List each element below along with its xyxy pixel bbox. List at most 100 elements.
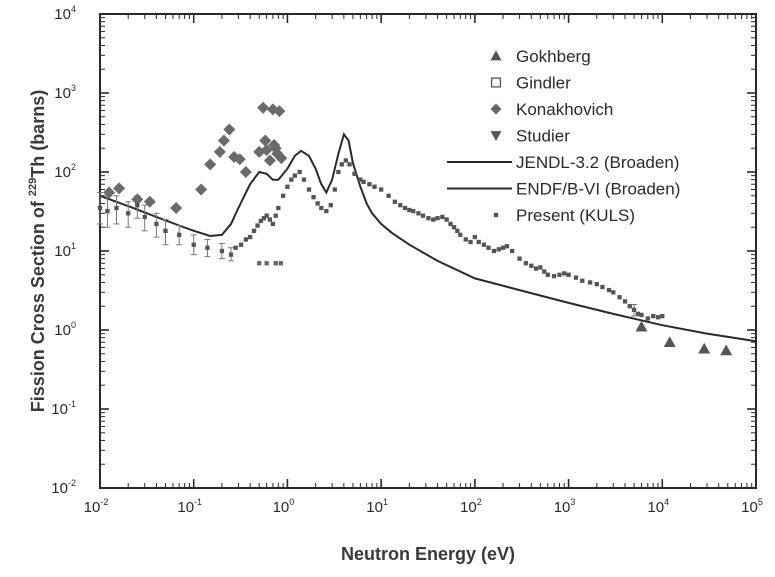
point-present-kuls- bbox=[292, 173, 298, 178]
point-present-kuls- bbox=[154, 221, 159, 227]
point-konakhovich bbox=[263, 154, 276, 167]
point-present-kuls- bbox=[545, 272, 550, 277]
point-present-kuls- bbox=[258, 218, 263, 224]
point-konakhovich bbox=[223, 123, 236, 136]
point-konakhovich bbox=[113, 182, 126, 195]
point-present-kuls- bbox=[472, 234, 478, 240]
y-tick-exponent: -1 bbox=[68, 399, 76, 409]
point-present-kuls- bbox=[538, 265, 543, 270]
legend: Gokhberg Gindler Konakhovich Studier JENDL-3… bbox=[447, 47, 680, 225]
y-tick-base: 10 bbox=[54, 6, 71, 23]
point-extra bbox=[264, 261, 269, 266]
y-tick-label: 101 bbox=[54, 241, 76, 260]
y-tick-exponent: 3 bbox=[71, 83, 76, 93]
point-present-kuls- bbox=[444, 217, 449, 222]
point-present-kuls- bbox=[285, 184, 290, 189]
point-present-kuls- bbox=[566, 272, 571, 277]
y-axis-title: Fission Cross Section of 229Th (barns) bbox=[27, 90, 48, 412]
point-present-kuls- bbox=[328, 203, 333, 208]
point-present-kuls- bbox=[440, 214, 445, 220]
point-present-kuls- bbox=[468, 239, 473, 245]
x-tick-base: 10 bbox=[554, 499, 571, 516]
point-konakhovich bbox=[103, 186, 116, 199]
point-present-kuls- bbox=[273, 213, 278, 218]
point-present-kuls- bbox=[392, 199, 397, 204]
x-tick-base: 10 bbox=[460, 499, 477, 516]
y-tick-exponent: 2 bbox=[71, 162, 76, 172]
point-present-kuls- bbox=[243, 237, 249, 242]
point-present-kuls- bbox=[542, 269, 547, 274]
point-present-kuls- bbox=[135, 203, 140, 208]
point-present-kuls- bbox=[655, 315, 661, 320]
x-tick-exponent: 0 bbox=[289, 497, 294, 507]
y-tick-exponent: -2 bbox=[68, 478, 76, 488]
point-present-kuls- bbox=[435, 216, 440, 221]
point-present-kuls- bbox=[594, 282, 599, 287]
point-konakhovich bbox=[233, 153, 246, 166]
point-konakhovich bbox=[273, 105, 286, 118]
point-present-kuls- bbox=[361, 179, 366, 185]
x-tick-label: 104 bbox=[647, 497, 669, 516]
point-konakhovich bbox=[217, 134, 230, 147]
x-tick-exponent: -1 bbox=[194, 497, 202, 507]
legend-label-endf-b-vi-broaden-: ENDF/B-VI (Broaden) bbox=[516, 180, 680, 199]
x-tick-base: 10 bbox=[741, 499, 758, 516]
y-tick-exponent: 0 bbox=[71, 320, 76, 330]
point-present-kuls- bbox=[600, 284, 605, 290]
y-tick-base: 10 bbox=[54, 85, 71, 102]
y-axis-title-suffix: Th (barns) bbox=[28, 90, 48, 178]
x-axis-tick-labels: 10-2 10-1 100 101 102 103 104 105 bbox=[84, 497, 763, 516]
point-present-kuls- bbox=[276, 205, 281, 211]
x-tick-base: 10 bbox=[84, 499, 101, 516]
legend-marker-gokhberg bbox=[490, 50, 502, 61]
y-tick-exponent: 1 bbox=[71, 241, 76, 251]
curve-jendl-3-2-broaden- bbox=[99, 132, 757, 343]
x-tick-exponent: 1 bbox=[383, 497, 388, 507]
point-present-kuls- bbox=[372, 184, 377, 189]
axis-ticks bbox=[99, 13, 757, 489]
point-present-kuls- bbox=[332, 187, 337, 192]
point-present-kuls- bbox=[343, 158, 348, 163]
point-present-kuls- bbox=[105, 208, 110, 214]
point-present-kuls- bbox=[311, 195, 316, 200]
point-present-kuls- bbox=[504, 244, 510, 249]
x-tick-base: 10 bbox=[647, 499, 664, 516]
legend-label-jendl-3-2-broaden-: JENDL-3.2 (Broaden) bbox=[516, 153, 679, 172]
point-present-kuls- bbox=[533, 266, 539, 271]
x-tick-exponent: 3 bbox=[570, 497, 575, 507]
x-tick-label: 105 bbox=[741, 497, 763, 516]
point-present-kuls- bbox=[562, 271, 567, 276]
point-gokhberg bbox=[635, 320, 648, 332]
plot-area bbox=[99, 13, 757, 489]
point-present-kuls- bbox=[219, 248, 225, 254]
point-present-kuls- bbox=[347, 162, 352, 167]
point-present-kuls- bbox=[126, 211, 131, 216]
y-tick-base: 10 bbox=[54, 164, 71, 181]
point-konakhovich bbox=[143, 195, 156, 208]
point-present-kuls- bbox=[228, 252, 234, 257]
point-present-kuls- bbox=[622, 299, 628, 304]
point-extra bbox=[278, 261, 283, 266]
x-tick-label: 101 bbox=[366, 497, 388, 516]
point-present-kuls- bbox=[455, 228, 460, 233]
point-present-kuls- bbox=[606, 287, 612, 293]
legend-label-present-kuls-: Present (KULS) bbox=[516, 206, 635, 225]
y-tick-exponent: 4 bbox=[71, 4, 76, 14]
point-present-kuls- bbox=[306, 187, 312, 192]
point-present-kuls- bbox=[496, 247, 501, 252]
point-present-kuls- bbox=[557, 272, 562, 277]
y-tick-label: 10-1 bbox=[51, 399, 76, 418]
point-present-kuls- bbox=[358, 177, 363, 182]
point-extra bbox=[273, 261, 278, 266]
y-tick-label: 102 bbox=[54, 162, 76, 181]
point-present-kuls- bbox=[191, 242, 196, 247]
point-konakhovich bbox=[204, 158, 217, 171]
point-present-kuls- bbox=[264, 213, 269, 218]
point-gokhberg bbox=[663, 336, 676, 348]
x-tick-label: 102 bbox=[460, 497, 482, 516]
x-tick-label: 100 bbox=[273, 497, 295, 516]
point-present-kuls- bbox=[324, 208, 329, 214]
point-present-kuls- bbox=[352, 171, 357, 176]
legend-marker-gindler bbox=[490, 77, 502, 88]
